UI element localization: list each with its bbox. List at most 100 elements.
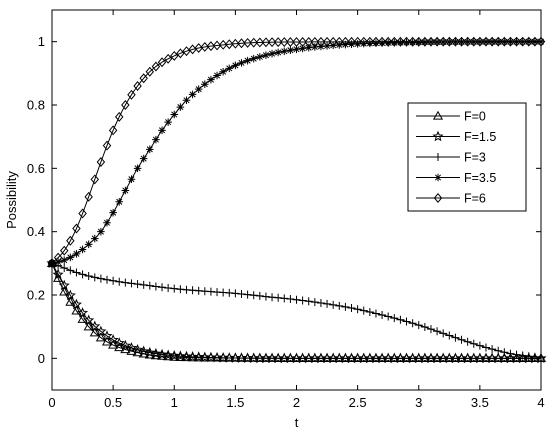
tick-marks — [51, 10, 542, 390]
y-tick-labels: 0 0.2 0.4 0.6 0.8 1 — [27, 34, 45, 366]
data-point-marker — [170, 50, 179, 61]
data-point-marker — [162, 349, 174, 360]
legend-marker — [432, 130, 444, 142]
legend: F=0 F=1.5 F=3 F=3.5 F=6 — [407, 102, 527, 212]
data-point-marker — [133, 164, 142, 173]
data-point-marker — [335, 41, 344, 49]
data-point-marker — [304, 297, 313, 306]
data-point-marker — [59, 286, 70, 296]
data-point-marker — [60, 263, 69, 272]
x-tick-label: 1 — [171, 395, 178, 410]
data-point-marker — [121, 100, 130, 110]
data-point-marker — [445, 36, 454, 47]
data-point-marker — [151, 61, 161, 72]
data-point-marker — [115, 111, 124, 122]
data-point-marker — [384, 39, 392, 47]
data-point-marker — [237, 38, 246, 49]
x-tick-labels: 0 0.5 1 1.5 2 2.5 3 3.5 4 — [48, 395, 544, 410]
x-tick-label: 1.5 — [226, 395, 244, 410]
legend-entry: F=3 — [416, 151, 486, 165]
data-point-marker — [90, 174, 100, 185]
data-point-marker — [414, 36, 423, 47]
data-point-marker — [316, 36, 326, 47]
data-point-marker — [145, 281, 154, 290]
data-point-marker — [53, 252, 63, 263]
data-point-marker — [518, 36, 527, 47]
data-point-marker — [78, 270, 87, 279]
data-point-marker — [170, 110, 179, 119]
legend-entry: F=6 — [416, 192, 486, 206]
data-point-marker — [396, 38, 405, 47]
data-point-marker — [146, 145, 154, 154]
series-hexagram — [46, 257, 547, 364]
data-point-marker — [78, 245, 87, 254]
data-point-marker — [213, 71, 221, 80]
data-point-marker — [84, 272, 93, 281]
data-point-marker — [524, 352, 533, 361]
data-point-marker — [78, 208, 87, 219]
data-point-marker — [133, 280, 142, 289]
legend-entry: F=1.5 — [416, 130, 496, 144]
data-point-marker — [72, 250, 81, 258]
data-point-marker — [371, 309, 380, 318]
data-point-marker — [524, 36, 534, 47]
y-tick-label: 0.6 — [27, 161, 45, 176]
data-point-marker — [322, 36, 332, 47]
data-point-marker — [77, 307, 89, 318]
legend-label: F=3.5 — [464, 171, 496, 185]
data-point-marker — [359, 306, 368, 315]
data-point-marker — [231, 289, 240, 298]
data-point-marker — [414, 321, 423, 330]
data-point-marker — [243, 290, 252, 299]
data-point-marker — [102, 140, 112, 151]
data-point-marker — [237, 59, 246, 67]
data-point-marker — [298, 44, 307, 53]
data-point-marker — [115, 277, 124, 286]
data-point-marker — [469, 339, 478, 348]
data-point-marker — [127, 279, 136, 288]
data-point-marker — [108, 125, 118, 136]
data-point-marker — [298, 36, 307, 47]
legend-entries: F=0 F=1.5 F=3 F=3.5 F=6 — [416, 110, 496, 206]
data-point-marker — [176, 48, 185, 59]
data-point-marker — [249, 54, 258, 63]
data-point-marker — [96, 157, 106, 167]
data-point-marker — [261, 37, 271, 48]
data-point-marker — [101, 336, 113, 346]
data-point-marker — [493, 36, 503, 47]
data-point-marker — [255, 37, 265, 48]
data-point-marker — [365, 36, 375, 47]
data-point-marker — [66, 235, 75, 246]
data-point-marker — [207, 75, 215, 84]
data-point-marker — [113, 337, 125, 348]
data-point-marker — [132, 343, 144, 355]
data-point-marker — [249, 37, 258, 48]
data-point-marker — [83, 314, 95, 326]
data-point-marker — [138, 345, 150, 357]
series-diamond — [47, 36, 546, 269]
data-point-marker — [487, 36, 497, 47]
data-point-marker — [286, 37, 295, 47]
data-point-marker — [72, 223, 81, 234]
data-point-marker — [384, 312, 393, 321]
data-point-marker — [506, 36, 515, 47]
x-tick-label: 3 — [415, 395, 422, 410]
data-point-marker — [274, 48, 282, 57]
legend-label: F=6 — [464, 192, 486, 206]
data-point-marker — [328, 36, 338, 47]
data-point-marker — [64, 289, 76, 301]
data-point-marker — [65, 296, 76, 306]
data-point-marker — [125, 342, 137, 353]
data-point-marker — [402, 317, 411, 326]
data-point-marker — [268, 293, 277, 302]
data-point-marker — [286, 46, 295, 55]
data-point-marker — [212, 40, 222, 51]
data-point-marker — [335, 36, 344, 47]
data-point-marker — [304, 43, 313, 52]
data-point-marker — [139, 280, 148, 289]
data-point-marker — [445, 331, 454, 340]
data-point-marker — [163, 53, 173, 64]
series-layer — [46, 36, 547, 364]
x-axis-label: t — [295, 415, 299, 430]
data-point-marker — [249, 291, 258, 300]
